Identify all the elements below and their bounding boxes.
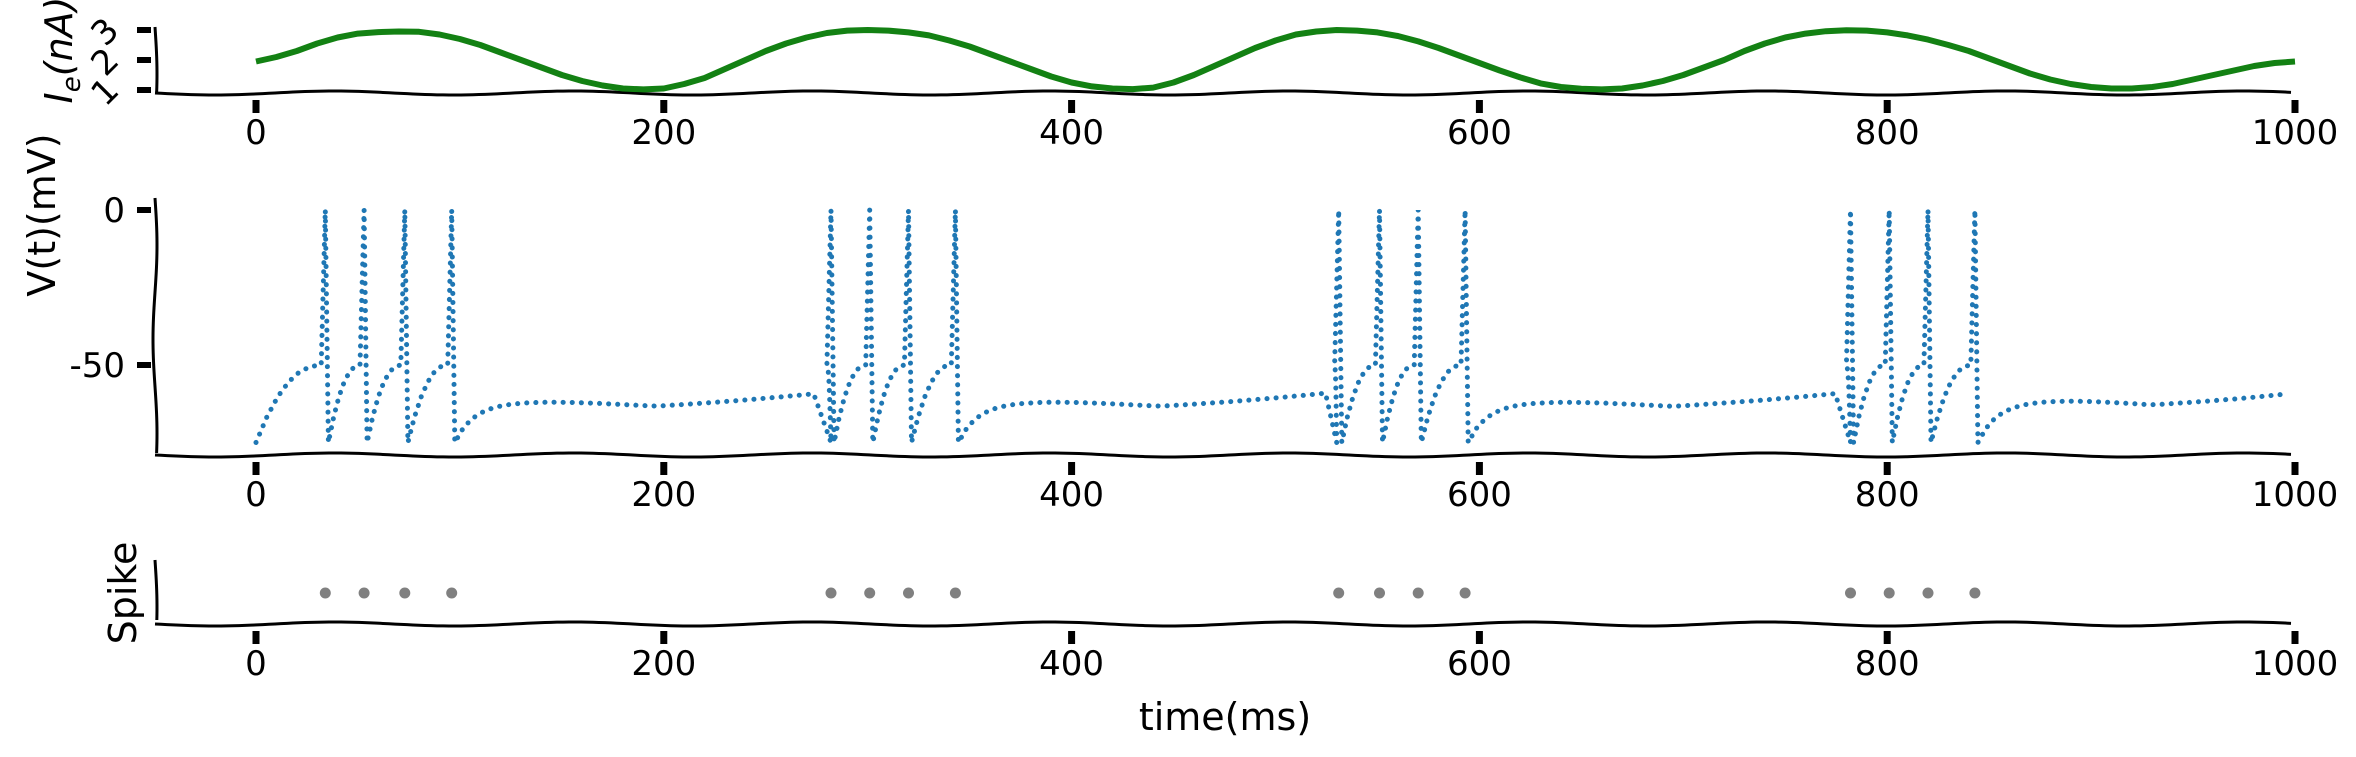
voltage-x-axis-line [154,451,2292,459]
voltage-x-tick-label: 600 [1447,475,1512,515]
spike-marker [1845,587,1856,599]
spikes-x-tick-label: 800 [1855,644,1920,684]
spike-marker [1883,587,1895,599]
voltage-ylabel: V(t)(mV) [20,133,64,296]
current-ylabel-main: I [37,92,81,103]
current-x-tick-label: 600 [1447,113,1512,153]
panel-spikes: Spike 0 200 400 600 800 1000 time(ms) [101,542,2338,739]
spike-marker [399,587,411,599]
spikes-ylabel: Spike [101,542,145,645]
spikes-x-tick-label: 400 [1039,644,1104,684]
current-x-tick-label: 200 [631,113,696,153]
spike-marker [319,587,331,599]
spikes-axes: 0 200 400 600 800 1000 [153,559,2339,684]
spike-marker [358,587,370,599]
spike-marker [1333,587,1345,599]
spikes-y-axis-line [153,559,159,621]
current-x-tick-label: 0 [245,113,267,153]
current-yaxis-title: Ie(nA) [37,0,87,103]
voltage-y-tick-label: -50 [69,346,125,386]
current-x-tick-label: 1000 [2252,113,2339,153]
spikes-x-tick-label: 0 [245,644,267,684]
voltage-x-tick-label: 200 [631,475,696,515]
current-ylabel-sub: e [57,76,87,92]
spike-marker [446,587,458,599]
spike-marker [1374,587,1385,599]
voltage-y-tick-label: 0 [103,191,125,231]
current-series-line [255,27,2296,93]
voltage-y-axis-line [151,197,159,454]
spike-marker [1922,587,1934,599]
current-y-axis-line [153,26,159,93]
x-axis-title: time(ms) [1139,695,1311,739]
voltage-x-tick-label: 1000 [2252,475,2339,515]
voltage-x-tick-label: 0 [245,475,267,515]
voltage-series-line [253,209,2291,452]
current-x-tick-label: 800 [1855,113,1920,153]
current-x-axis-line [154,89,2292,97]
voltage-x-tick-label: 400 [1039,475,1104,515]
spikes-x-tick-label: 600 [1447,644,1512,684]
spike-marker [1412,587,1424,599]
voltage-axes: 0 200 400 600 800 1000 0 -50 [69,191,2338,515]
spike-marker [864,587,876,599]
spike-markers [319,587,1981,599]
spikes-x-axis-line [154,620,2292,628]
voltage-x-tick-label: 800 [1855,475,1920,515]
panel-voltage: V(t)(mV) 0 200 400 600 800 1000 0 -50 [20,133,2338,515]
spike-marker [949,587,961,599]
current-ylabel-rest: (nA) [37,0,81,76]
spikes-x-tick-label: 200 [631,644,696,684]
current-x-tick-label: 400 [1039,113,1104,153]
svg-text:Ie(nA): Ie(nA) [37,0,87,103]
spike-marker [1969,587,1981,599]
spike-marker [903,587,914,599]
spikes-x-tick-label: 1000 [2252,644,2339,684]
spike-marker [1459,587,1471,599]
current-y-tick-label: 3 [83,10,127,54]
spike-marker [825,587,837,599]
